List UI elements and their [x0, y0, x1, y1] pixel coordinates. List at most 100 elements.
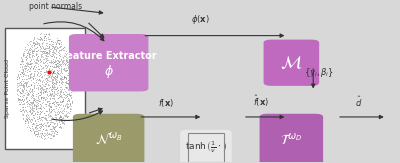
Point [43, 39, 50, 42]
Point [28, 120, 34, 123]
Text: point normals: point normals [29, 2, 82, 11]
Point [60, 77, 66, 80]
Point [34, 81, 41, 84]
Point [30, 37, 37, 40]
Point [22, 119, 28, 122]
Point [55, 97, 62, 100]
Point [68, 89, 74, 92]
Point [44, 81, 51, 84]
Point [27, 62, 34, 64]
Point [53, 104, 59, 107]
Point [52, 59, 58, 62]
Point [38, 117, 44, 120]
Point [30, 68, 36, 71]
Point [34, 127, 40, 130]
Point [64, 104, 70, 107]
Point [40, 37, 47, 40]
Point [37, 90, 43, 93]
Point [29, 50, 35, 53]
Point [56, 125, 62, 128]
Point [51, 55, 57, 58]
Point [23, 97, 29, 100]
Point [26, 118, 32, 120]
Point [25, 68, 32, 70]
Point [57, 90, 63, 93]
Point [26, 62, 32, 65]
Point [47, 80, 53, 82]
Point [62, 68, 68, 71]
Point [28, 101, 34, 103]
Point [47, 133, 53, 135]
Point [59, 54, 65, 57]
Point [26, 109, 33, 112]
Point [62, 115, 69, 118]
Point [62, 105, 68, 108]
Point [25, 77, 32, 79]
Point [26, 47, 33, 49]
Point [36, 83, 43, 86]
Point [31, 35, 38, 38]
Point [23, 97, 29, 100]
Point [18, 82, 24, 84]
Point [45, 74, 51, 76]
Point [24, 115, 30, 118]
Point [55, 39, 62, 42]
Point [31, 59, 37, 62]
Point [64, 53, 71, 55]
Point [35, 124, 42, 126]
Point [62, 82, 69, 84]
Point [57, 126, 63, 128]
Point [51, 90, 58, 93]
Point [14, 97, 21, 99]
Point [67, 95, 74, 97]
Point [58, 117, 64, 120]
Point [58, 78, 64, 80]
Point [37, 118, 43, 121]
Point [63, 49, 69, 52]
Point [67, 85, 74, 87]
Point [69, 87, 75, 90]
Point [26, 49, 32, 52]
Point [54, 62, 60, 64]
Point [39, 116, 45, 119]
Point [57, 95, 64, 98]
Point [35, 38, 41, 40]
Point [40, 51, 46, 54]
Point [54, 47, 60, 49]
Point [56, 117, 62, 119]
Point [27, 47, 33, 50]
Point [38, 87, 44, 89]
Point [66, 78, 73, 80]
Point [53, 57, 59, 59]
Point [17, 73, 23, 75]
Point [20, 100, 26, 102]
Point [44, 52, 50, 55]
Point [39, 46, 46, 48]
Point [66, 103, 73, 105]
Point [51, 52, 58, 54]
Point [52, 63, 58, 65]
Point [60, 87, 67, 90]
Point [52, 74, 58, 77]
Point [46, 49, 52, 52]
Point [39, 119, 45, 122]
Point [56, 80, 62, 83]
Point [60, 98, 66, 100]
Point [21, 98, 27, 101]
Point [62, 76, 68, 78]
Point [34, 111, 40, 113]
Point [23, 78, 30, 81]
Point [37, 94, 43, 97]
Point [20, 70, 26, 73]
Point [54, 97, 61, 100]
Point [41, 65, 48, 68]
Point [65, 88, 71, 90]
Point [67, 85, 73, 88]
Point [64, 64, 70, 67]
Point [17, 108, 23, 110]
Point [14, 88, 20, 90]
Point [36, 116, 42, 118]
Point [58, 67, 64, 69]
Point [47, 114, 54, 117]
Point [32, 50, 39, 52]
